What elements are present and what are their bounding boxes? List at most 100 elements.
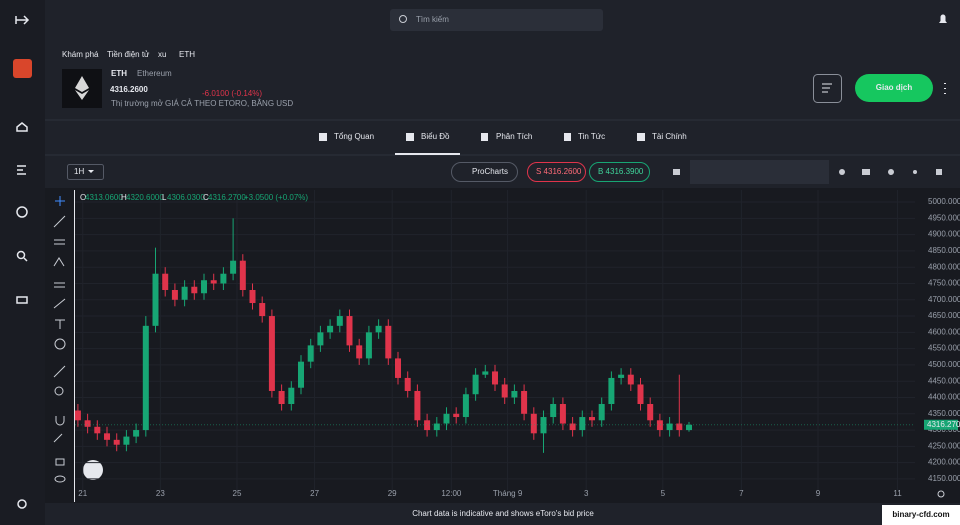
y-tick-label: 4400.0000	[928, 393, 960, 402]
breadcrumb: ETH	[179, 50, 195, 59]
watchlist-button[interactable]	[813, 74, 842, 103]
candle-body	[298, 361, 305, 388]
candle-body	[375, 325, 382, 333]
tab[interactable]: Tài Chính	[652, 132, 687, 141]
tab[interactable]: Tin Tức	[578, 132, 605, 141]
sidebar-icons	[15, 15, 30, 509]
home-icon[interactable]	[16, 122, 28, 132]
y-tick-label: 4500.0000	[928, 360, 960, 369]
candle-body	[501, 384, 508, 398]
candle-body	[74, 410, 81, 421]
y-tick-label: 4550.0000	[928, 344, 960, 353]
candle-body	[84, 420, 91, 427]
candle-body	[104, 433, 111, 440]
y-tick-label: 4750.0000	[928, 279, 960, 288]
tab[interactable]: Phân Tích	[496, 132, 532, 141]
asset-name: Ethereum	[137, 69, 172, 78]
candle-body	[385, 325, 392, 359]
procharts-button[interactable]	[451, 162, 518, 182]
x-tick-label: 11	[893, 489, 902, 498]
candle-body	[676, 423, 683, 431]
bell-icon[interactable]	[939, 14, 947, 24]
buy-button[interactable]	[589, 162, 650, 182]
candle-body	[530, 413, 537, 434]
y-tick-label: 4150.0000	[928, 474, 960, 483]
y-tick-label: 4600.0000	[928, 327, 960, 336]
candle-body	[191, 286, 198, 294]
candle-body	[268, 316, 275, 391]
search-box[interactable]	[390, 9, 603, 31]
candle-body	[259, 303, 266, 317]
candle-body	[288, 387, 295, 405]
y-tick-label: 4850.0000	[928, 246, 960, 255]
x-tick-label: 23	[156, 489, 165, 498]
candle-body	[133, 430, 140, 437]
tv-logo	[83, 460, 103, 480]
candle-body	[356, 345, 363, 359]
x-tick-label: 7	[739, 489, 744, 498]
eth-logo	[75, 76, 89, 100]
candle-body	[239, 260, 246, 290]
settings-axis-icon[interactable]	[937, 490, 945, 498]
x-tick-label: 12:00	[441, 489, 462, 498]
candle-body	[113, 439, 120, 445]
tab[interactable]: Tổng Quan	[334, 132, 374, 141]
portfolio-icon[interactable]	[16, 206, 28, 218]
wallet-icon[interactable]	[16, 296, 28, 304]
drawing-tools	[53, 196, 66, 483]
candle-body	[346, 316, 353, 346]
buy-label: B 4316.3900	[598, 167, 644, 176]
procharts-label: ProCharts	[472, 167, 508, 176]
drawing-toolbar[interactable]	[690, 160, 829, 184]
x-tick-label: 3	[584, 489, 589, 498]
candle-body	[453, 413, 460, 418]
interval-select[interactable]	[67, 164, 104, 180]
asset-price: 4316.2600	[110, 85, 148, 94]
candle-body	[656, 420, 663, 431]
trade-button[interactable]	[855, 74, 933, 102]
x-tick-label: 29	[388, 489, 397, 498]
candle-body	[152, 273, 159, 326]
sell-label: S 4316.2600	[536, 167, 582, 176]
candle-body	[94, 426, 101, 434]
candle-body	[336, 316, 343, 326]
search-placeholder: Tìm kiếm	[416, 15, 449, 24]
candle-body	[230, 260, 237, 274]
legend-value: 4313.0600	[85, 193, 123, 202]
candle-body	[395, 358, 402, 378]
candle-body	[162, 273, 169, 290]
price-change: -6.0100 (-0.14%)	[202, 89, 262, 98]
legend-value: 4320.6000	[126, 193, 164, 202]
search-nav-icon[interactable]	[16, 250, 26, 260]
candle-body	[608, 377, 615, 405]
candle-body	[201, 280, 208, 294]
candle-body	[618, 374, 625, 378]
breadcrumb[interactable]: xu	[158, 50, 166, 59]
candle-body	[462, 394, 469, 418]
watermark: binary-cfd.com	[892, 510, 949, 519]
breadcrumb[interactable]: Tiền điện tử	[107, 50, 150, 59]
candle-body	[220, 273, 227, 284]
market-status: Thị trường mở	[111, 99, 164, 108]
candle-body	[637, 384, 644, 405]
candle-body	[424, 420, 431, 431]
candle-body	[685, 424, 692, 431]
list-icon	[822, 83, 832, 93]
breadcrumb[interactable]: Khám phá	[62, 50, 99, 59]
tab[interactable]: Biểu Đồ	[421, 132, 450, 141]
watchlist-icon[interactable]	[17, 165, 26, 175]
candle-body	[142, 325, 149, 431]
y-tick-label: 4800.0000	[928, 262, 960, 271]
y-tick-label: 4700.0000	[928, 295, 960, 304]
expand-icon[interactable]	[15, 15, 30, 25]
y-tick-label: 4450.0000	[928, 376, 960, 385]
legend-key: L	[162, 193, 167, 202]
active-tab-indicator	[395, 153, 460, 155]
trade-button-label: Giao dịch	[876, 83, 913, 92]
watermark-box	[882, 505, 960, 525]
sell-button[interactable]	[527, 162, 586, 182]
candle-body	[627, 374, 634, 385]
candle-body	[598, 404, 605, 421]
avatar[interactable]	[13, 59, 32, 78]
settings-icon[interactable]	[17, 499, 27, 509]
